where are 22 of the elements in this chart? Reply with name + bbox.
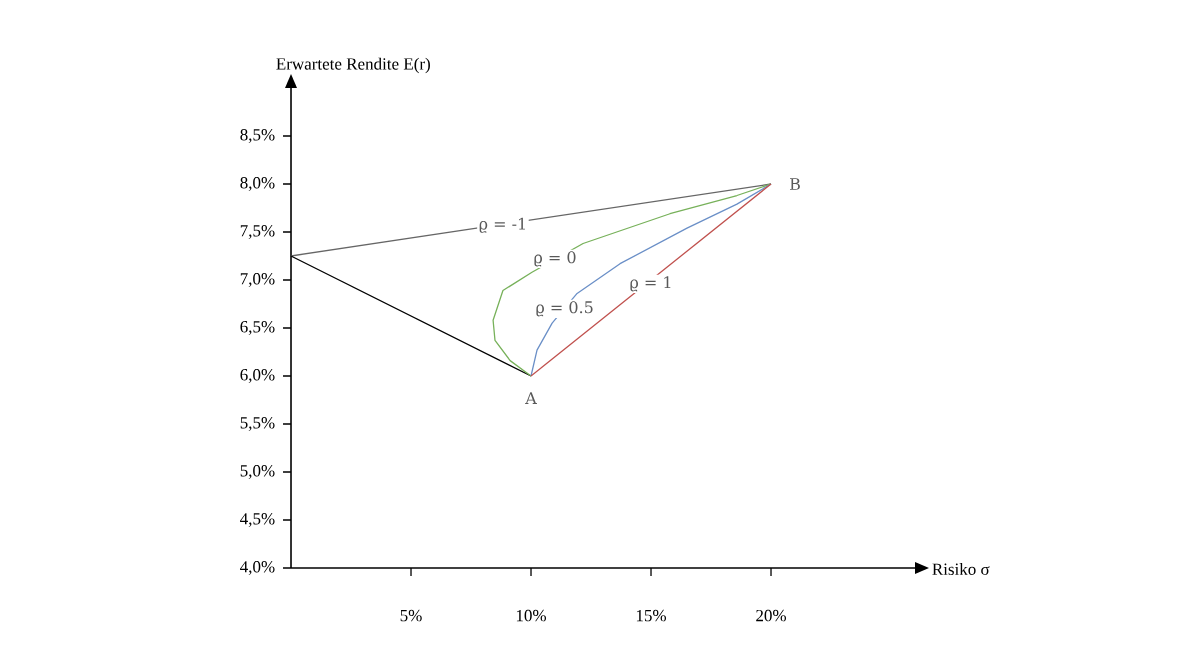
annotation: ϱ = 0.5 (536, 301, 593, 317)
y-tick-label: 8,5% (240, 129, 275, 143)
x-tick-label: 5% (400, 609, 422, 622)
y-tick-label: 4,0% (240, 561, 275, 575)
x-tick-label: 10% (516, 609, 547, 622)
x-axis-title: Risiko σ (932, 563, 990, 575)
annotation: ϱ = 1 (630, 276, 671, 292)
y-tick-label: 7,5% (240, 225, 275, 239)
y-tick-label: 8,0% (240, 177, 275, 191)
y-tick-label: 5,0% (240, 465, 275, 479)
y-tick-label: 4,5% (240, 513, 275, 527)
y-tick-label: 5,5% (240, 417, 275, 431)
annotation: A (525, 392, 537, 404)
y-tick-label: 6,0% (240, 369, 275, 383)
annotation: ϱ = 0 (534, 251, 576, 267)
y-tick-label: 7,0% (240, 273, 275, 287)
annotation: B (790, 178, 800, 190)
y-tick-label: 6,5% (240, 321, 275, 335)
x-tick-label: 15% (636, 609, 667, 622)
x-tick-label: 20% (756, 609, 787, 622)
y-axis-title: Erwartete Rendite E(r) (276, 57, 430, 74)
annotation: ϱ = -1 (479, 217, 525, 233)
